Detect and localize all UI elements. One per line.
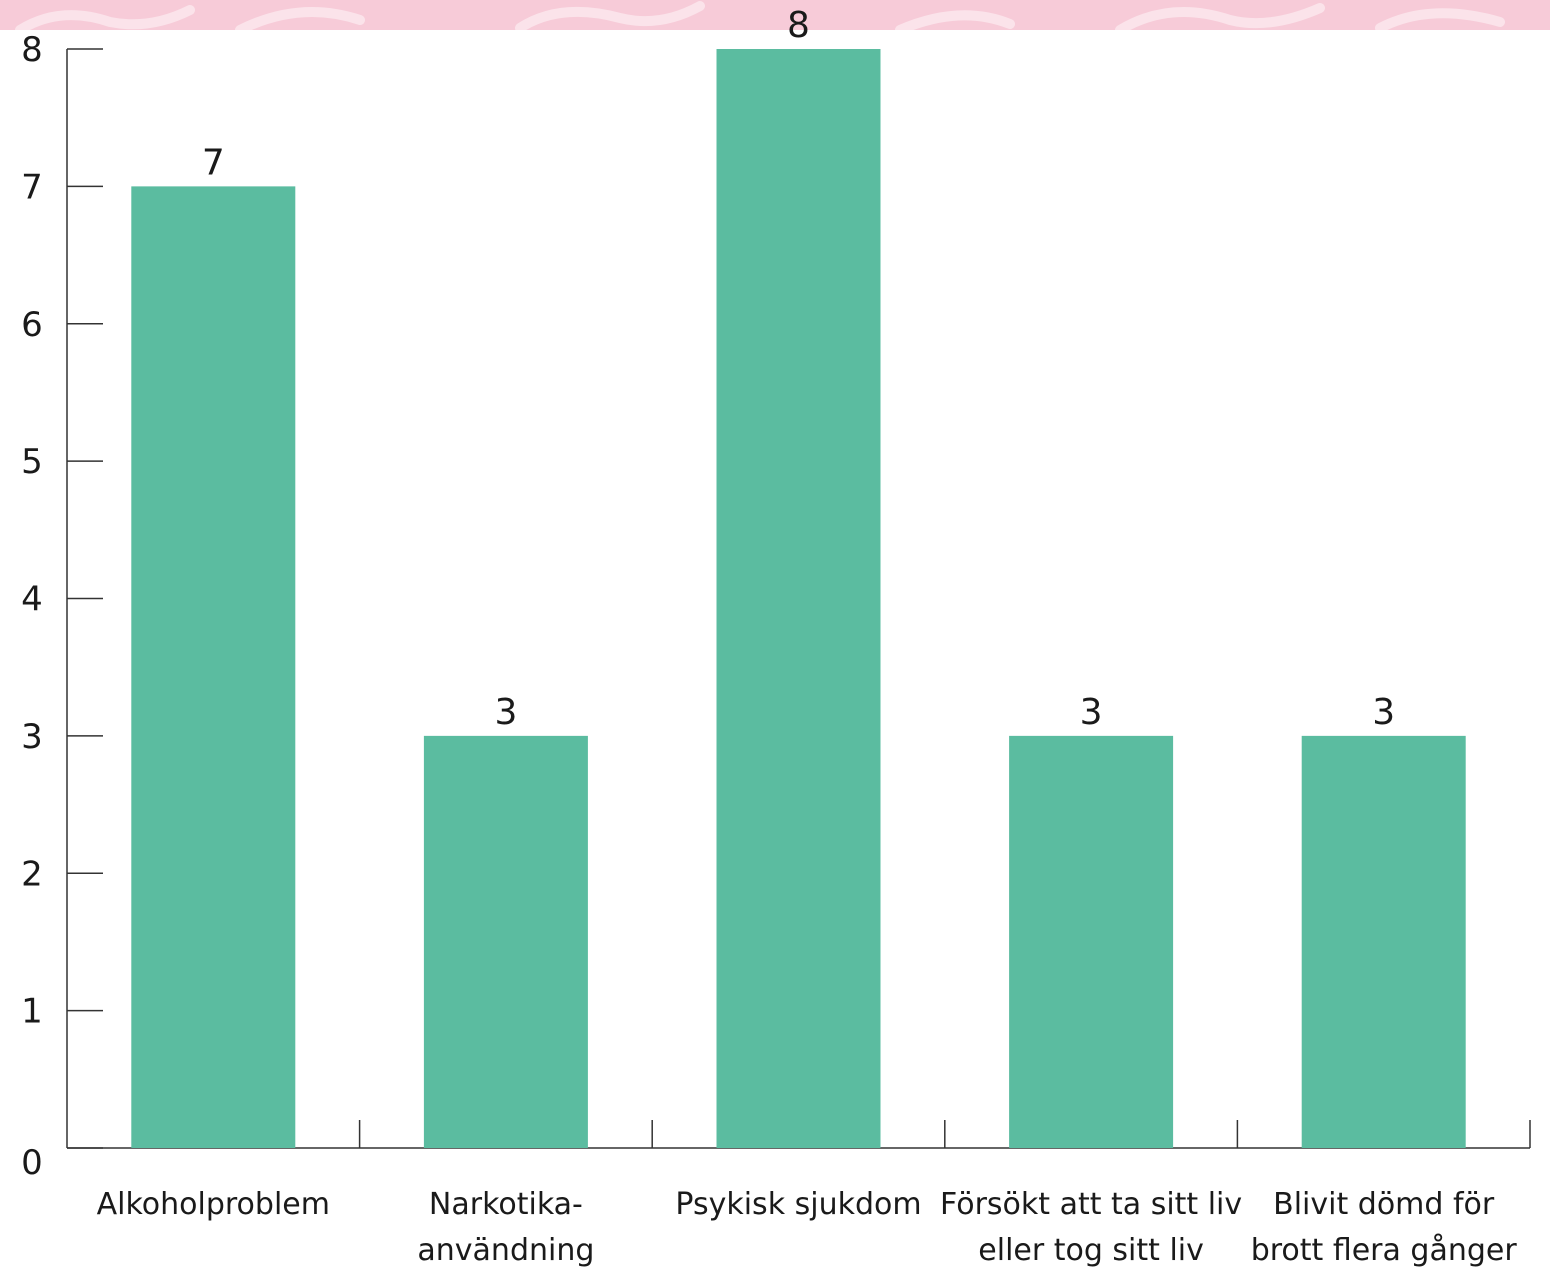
y-tick-label: 2 — [21, 854, 43, 894]
bar — [1009, 735, 1174, 1148]
category-label: Försökt att ta sitt liv — [940, 1187, 1242, 1222]
bar — [423, 735, 588, 1148]
category-label: Alkoholproblem — [97, 1187, 330, 1222]
bar-value-label: 7 — [202, 142, 225, 183]
category-label: eller tog sitt liv — [978, 1233, 1204, 1268]
banner-pattern — [15, 1, 1505, 30]
bar — [1301, 735, 1466, 1148]
y-tick-label: 4 — [21, 580, 43, 620]
y-axis: 0 1 2 3 4 5 6 7 8 — [21, 30, 103, 1183]
value-labels: 7 3 8 3 3 — [202, 5, 1395, 733]
bar — [716, 49, 881, 1148]
y-tick-label: 6 — [21, 305, 43, 345]
bar-value-label: 3 — [494, 692, 517, 733]
category-label: användning — [417, 1233, 594, 1268]
y-tick-label: 7 — [21, 167, 43, 207]
decorative-banner — [0, 0, 1550, 30]
bar — [131, 186, 296, 1148]
y-tick-label: 8 — [21, 30, 43, 70]
category-label: Psykisk sjukdom — [675, 1187, 921, 1222]
category-label: Narkotika- — [429, 1187, 583, 1222]
bar-value-label: 3 — [1372, 692, 1395, 733]
y-tick-label: 0 — [21, 1143, 43, 1183]
y-tick-label: 5 — [21, 442, 43, 482]
y-tick-label: 3 — [21, 717, 43, 757]
bar-value-label: 8 — [787, 5, 810, 46]
category-label: brott flera gånger — [1251, 1233, 1518, 1268]
bar-value-label: 3 — [1080, 692, 1103, 733]
category-labels: Alkoholproblem Narkotika-användning Psykis… — [97, 1187, 1518, 1268]
category-label: Blivit dömd för — [1273, 1187, 1495, 1222]
bars — [131, 49, 1466, 1148]
y-tick-label: 1 — [21, 992, 43, 1032]
